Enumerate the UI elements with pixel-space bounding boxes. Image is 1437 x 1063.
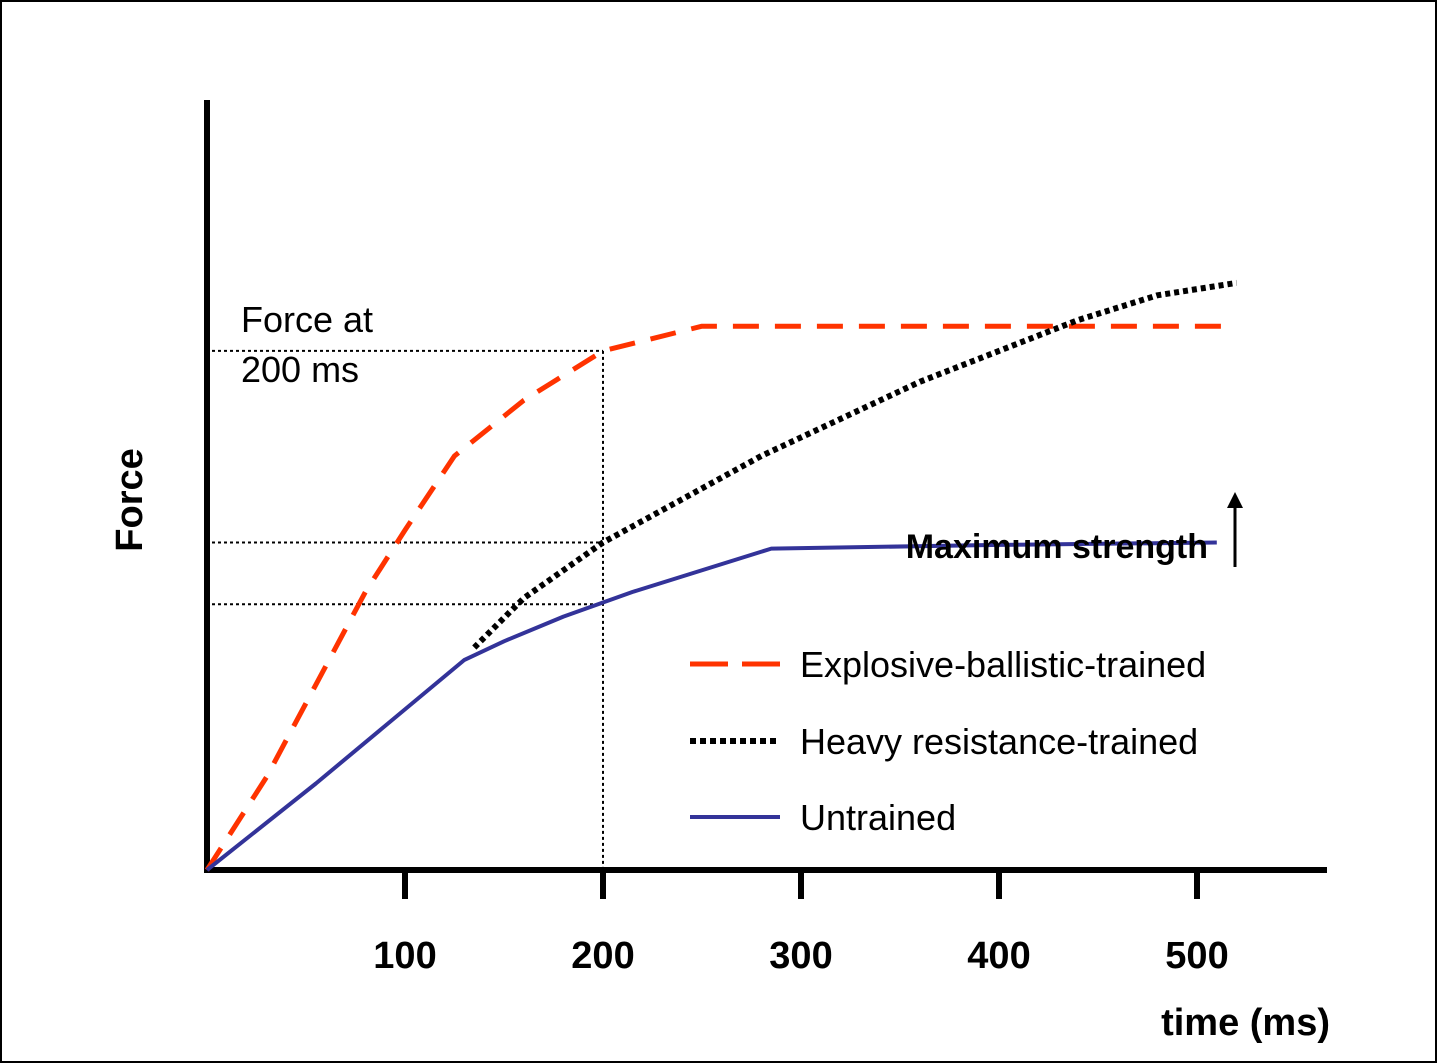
series-lines: [204, 279, 1238, 872]
x-tick-label: 100: [373, 935, 436, 977]
x-tick-label: 200: [571, 935, 634, 977]
series-line-1: [472, 279, 1238, 650]
x-tick-label: 400: [967, 935, 1030, 977]
reference-lines: [212, 349, 604, 870]
arrow-up-icon: [1227, 492, 1243, 567]
annotation-force-at-line1: Force at: [241, 299, 373, 340]
legend-label: Untrained: [800, 797, 956, 838]
x-tick-label: 500: [1165, 935, 1228, 977]
x-axis-title: time (ms): [1161, 1002, 1330, 1044]
series-line-0: [204, 323, 1237, 872]
legend: Explosive-ballistic-trained Heavy resista…: [690, 644, 1206, 838]
legend-label: Explosive-ballistic-trained: [800, 644, 1206, 685]
x-tick-label: 300: [769, 935, 832, 977]
y-axis-title: Force: [109, 448, 151, 551]
legend-label: Heavy resistance-trained: [800, 721, 1198, 762]
annotation-maximum-strength: Maximum strength: [906, 528, 1208, 566]
x-ticks: 100 200 300 400 500: [373, 870, 1229, 977]
series-line-2: [205, 540, 1217, 872]
annotation-force-at-line2: 200 ms: [241, 349, 359, 390]
